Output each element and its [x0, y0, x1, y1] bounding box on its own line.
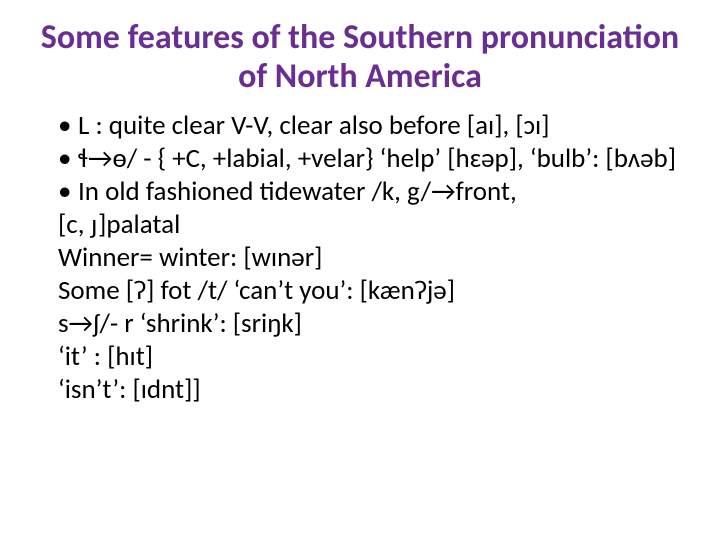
body-line-6: Some [ʔ] fot /t/ ‘can’t you’: [kænʔjə] — [40, 275, 680, 308]
bullet-text: L : quite clear V-V, clear also before [… — [78, 109, 550, 142]
body-line-4: [c, ɟ]palatal — [40, 209, 680, 242]
bullet-dot-icon: • — [58, 176, 78, 209]
slide-title: Some features of the Southern pronunciat… — [40, 18, 680, 96]
bullet-line-1: •L : quite clear V-V, clear also before … — [40, 110, 680, 143]
bullet-text: ɬ→ɵ/ - { +C, +labial, +velar} ‘help’ [hɛ… — [78, 142, 676, 175]
bullet-line-3: •In old fashioned tidewater /k, g/→front… — [40, 176, 680, 209]
bullet-text: In old fashioned tidewater /k, g/→front, — [78, 175, 517, 208]
slide-body: •L : quite clear V-V, clear also before … — [40, 110, 680, 406]
slide: Some features of the Southern pronunciat… — [0, 0, 720, 540]
body-line-5: Winner= winter: [wɪnər] — [40, 242, 680, 275]
bullet-dot-icon: • — [58, 110, 78, 143]
body-line-9: ‘isn’t’: [ɪdnt]] — [40, 374, 680, 407]
bullet-dot-icon: • — [58, 143, 78, 176]
bullet-line-2: •ɬ→ɵ/ - { +C, +labial, +velar} ‘help’ [h… — [40, 143, 680, 176]
body-line-8: ‘it’ : [hɪt] — [40, 341, 680, 374]
body-line-7: s→ʃ/- r ‘shrink’: [sriŋk] — [40, 308, 680, 341]
